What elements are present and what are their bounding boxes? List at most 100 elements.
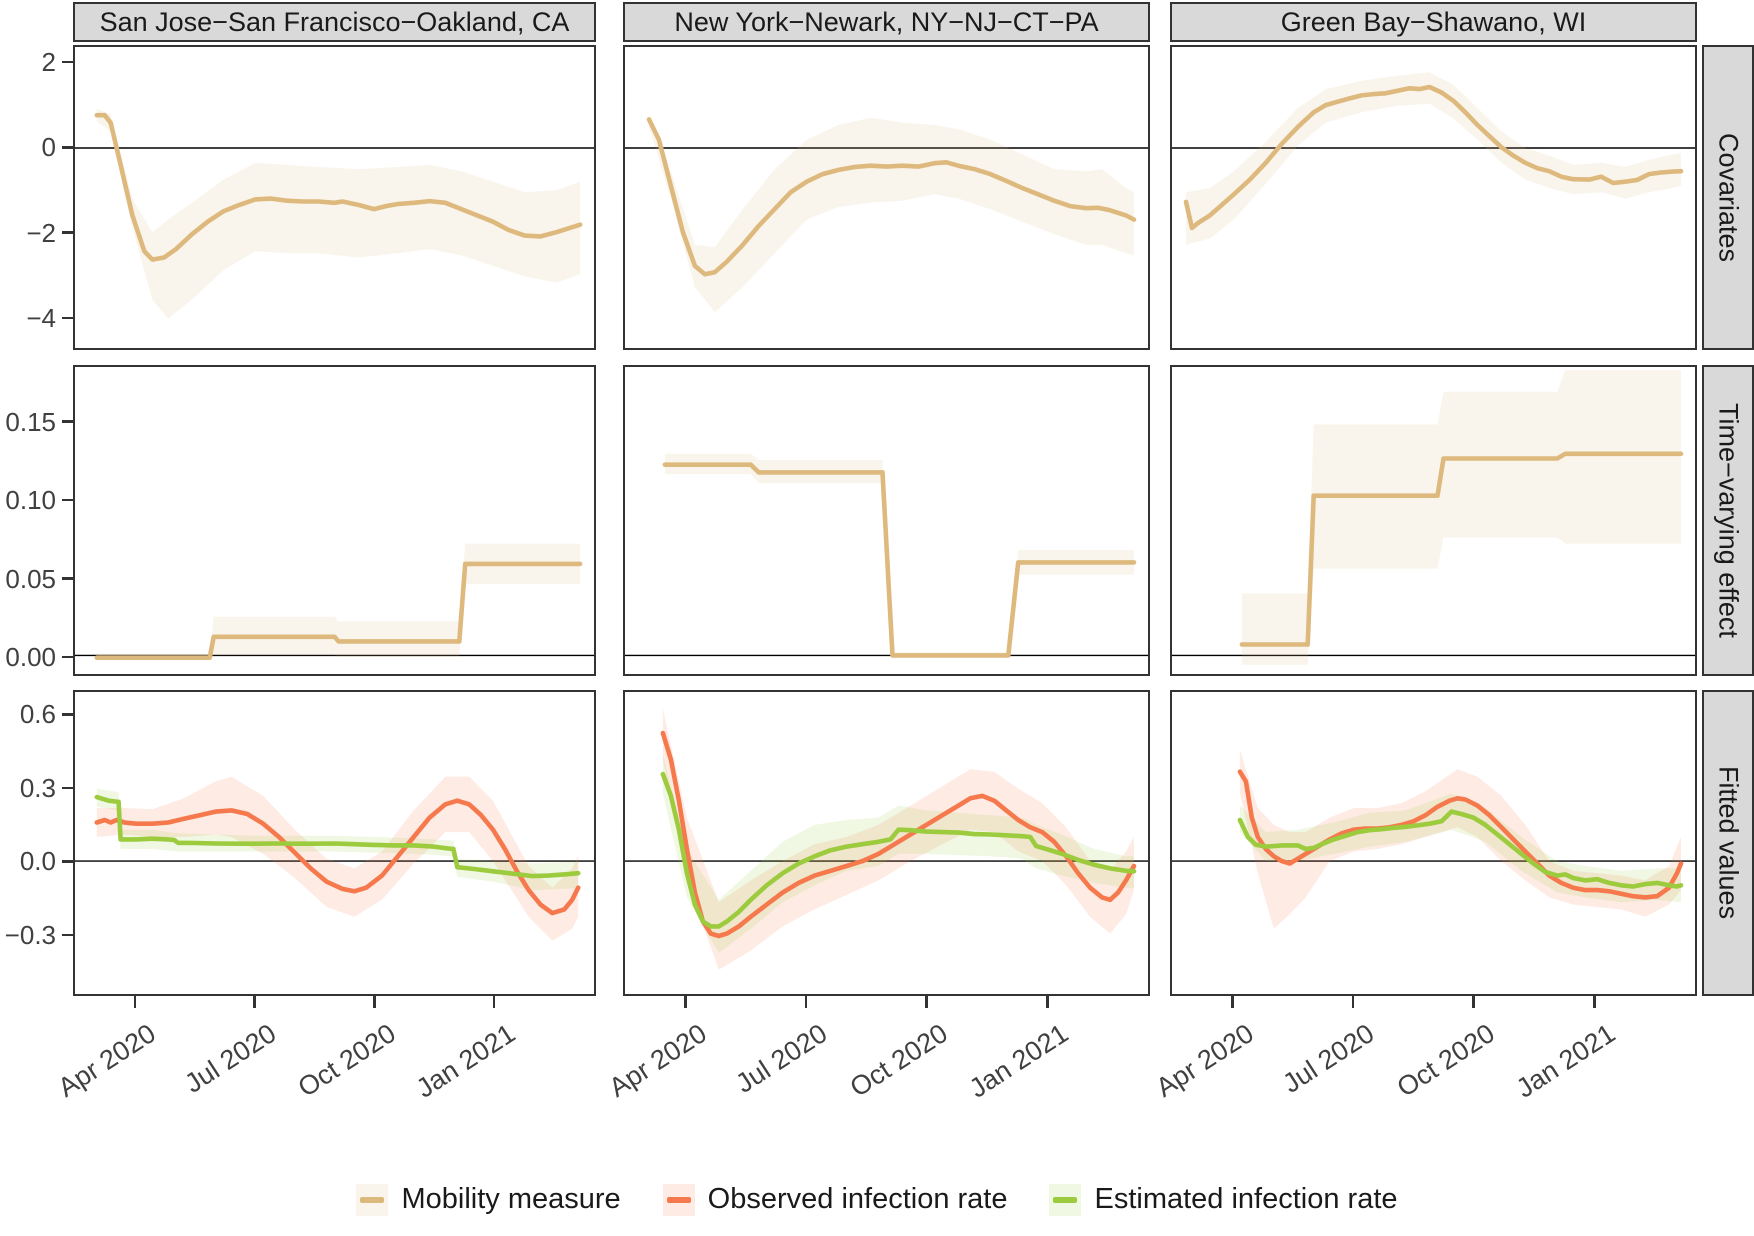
confidence-band — [96, 776, 579, 941]
facet-column-label: New York−Newark, NY−NJ−CT−PA — [674, 6, 1099, 37]
y-axis-tick-label: 0.10 — [5, 485, 56, 516]
x-axis-tick-label: Apr 2020 — [1150, 1018, 1259, 1103]
x-axis-tick-mark — [804, 996, 808, 1008]
y-axis-tick-label: 0.3 — [19, 772, 56, 803]
legend-item-estimated: Estimated infection rate — [1049, 1183, 1398, 1216]
panel-plot-svg — [625, 708, 1148, 970]
confidence-band — [1239, 750, 1681, 929]
x-axis-tick-label: Oct 2020 — [292, 1018, 401, 1103]
x-axis-tick-mark — [1046, 996, 1049, 1008]
confidence-band — [1241, 370, 1681, 665]
y-axis-tick-mark — [62, 860, 73, 863]
y-axis-tick-label: 0.0 — [19, 846, 56, 877]
panel-plot-svg — [1172, 370, 1695, 665]
mobility-line-swatch-icon — [356, 1183, 389, 1216]
x-axis-tick-mark — [253, 996, 256, 1008]
facet-column-label: Green Bay−Shawano, WI — [1280, 6, 1587, 37]
confidence-band — [662, 754, 1134, 953]
panel-plot-svg — [75, 108, 594, 319]
x-axis-tick-mark — [925, 996, 929, 1008]
facet-column-strip-green-bay: Green Bay−Shawano, WI — [1170, 2, 1697, 42]
series-line — [94, 798, 581, 916]
x-axis-tick-mark — [492, 996, 496, 1008]
x-axis-tick-label: Oct 2020 — [844, 1018, 954, 1103]
series-line — [646, 117, 1137, 277]
y-axis-tick-label: 0 — [41, 132, 56, 163]
panel-covariates-new-york — [623, 45, 1150, 350]
series-line — [1237, 809, 1684, 889]
panel-fitted-san-jose — [73, 690, 596, 996]
series-line — [94, 561, 583, 660]
y-axis-tick-label: −2 — [26, 217, 56, 248]
y-axis-tick-mark — [62, 420, 73, 423]
series-line — [660, 771, 1137, 929]
legend: Mobility measure Observed infection rate… — [0, 1183, 1754, 1216]
y-axis-tick-mark — [62, 498, 73, 502]
panel-time-varying-new-york — [623, 365, 1150, 676]
x-axis-tick-mark — [1231, 996, 1234, 1008]
x-axis-tick-label: Jan 2021 — [1511, 1018, 1621, 1104]
panel-plot-svg — [75, 543, 594, 660]
facet-row-strip-time-varying-effect: Time−varying effect — [1702, 365, 1754, 676]
x-axis-tick-mark — [373, 996, 376, 1008]
x-axis-tick-mark — [133, 996, 137, 1008]
y-axis-tick-label: 0.05 — [5, 563, 56, 594]
x-axis-tick-label: Jul 2020 — [179, 1018, 281, 1099]
y-axis-tick-mark — [62, 713, 73, 716]
y-axis-tick-label: −4 — [26, 303, 56, 333]
panel-time-varying-san-jose — [73, 365, 596, 676]
series-line — [1239, 451, 1684, 647]
panel-plot-svg — [625, 113, 1148, 313]
y-axis-tick-label: 2 — [41, 47, 56, 78]
legend-label: Observed infection rate — [707, 1183, 1008, 1215]
y-axis-tick-mark — [62, 786, 73, 790]
panel-time-varying-green-bay — [1170, 365, 1697, 676]
y-axis-tick-mark — [62, 231, 73, 234]
y-axis-tick-label: 0.15 — [5, 406, 56, 437]
facet-column-label: San Jose−San Francisco−Oakland, CA — [99, 6, 570, 37]
y-axis-tick-mark — [62, 933, 73, 937]
panel-fitted-green-bay — [1170, 690, 1697, 996]
panel-plot-svg — [625, 453, 1148, 658]
facet-row-label: Covariates — [1713, 132, 1744, 263]
y-axis-tick-mark — [62, 316, 73, 320]
legend-item-observed: Observed infection rate — [662, 1183, 1008, 1216]
x-axis-tick-label: Jan 2021 — [411, 1018, 521, 1104]
x-axis-tick-label: Apr 2020 — [52, 1018, 162, 1103]
facet-column-strip-san-jose: San Jose−San Francisco−Oakland, CA — [73, 2, 596, 42]
y-axis-tick-mark — [62, 577, 73, 580]
series-line — [1183, 84, 1684, 231]
x-axis-tick-label: Jan 2021 — [964, 1018, 1074, 1104]
legend-label: Mobility measure — [401, 1183, 621, 1215]
series-line — [94, 112, 583, 262]
y-axis-tick-label: 0.00 — [5, 642, 56, 673]
panel-plot-svg — [1172, 72, 1695, 245]
facet-row-label: Fitted values — [1713, 766, 1744, 920]
series-line — [94, 794, 581, 879]
x-axis-tick-mark — [1593, 996, 1596, 1008]
series-line — [1237, 769, 1684, 900]
series-line — [660, 730, 1137, 939]
y-axis-tick-label: 0.6 — [19, 699, 56, 730]
y-axis-tick-mark — [62, 146, 73, 149]
y-axis-tick-mark — [62, 60, 73, 64]
facet-row-strip-covariates: Covariates — [1702, 45, 1754, 350]
facet-row-strip-fitted-values: Fitted values — [1702, 690, 1754, 996]
panel-covariates-san-jose — [73, 45, 596, 350]
y-axis-tick-label: −0.3 — [4, 919, 56, 950]
x-axis-tick-mark — [1351, 996, 1355, 1008]
panel-plot-svg — [1172, 750, 1695, 929]
legend-item-mobility: Mobility measure — [356, 1183, 621, 1216]
x-axis-tick-label: Oct 2020 — [1391, 1018, 1501, 1103]
facet-row-label: Time−varying effect — [1713, 403, 1744, 638]
confidence-band — [664, 453, 1134, 657]
confidence-band — [1186, 72, 1681, 245]
y-axis-tick-mark — [62, 655, 73, 659]
x-axis-tick-label: Jul 2020 — [730, 1018, 833, 1099]
panel-covariates-green-bay — [1170, 45, 1697, 350]
panel-fitted-new-york — [623, 690, 1150, 996]
x-axis-tick-mark — [684, 996, 687, 1008]
x-axis-tick-label: Jul 2020 — [1277, 1018, 1380, 1099]
series-line — [662, 462, 1137, 658]
